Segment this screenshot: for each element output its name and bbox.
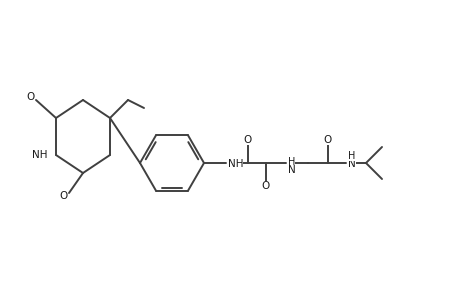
Text: O: O — [261, 181, 269, 191]
Text: O: O — [243, 135, 252, 145]
Text: NH: NH — [33, 150, 48, 160]
Text: O: O — [323, 135, 331, 145]
Text: NH: NH — [228, 159, 243, 169]
Text: H: H — [287, 157, 295, 167]
Text: N: N — [347, 159, 355, 169]
Text: O: O — [60, 191, 68, 201]
Text: H: H — [347, 151, 355, 161]
Text: N: N — [287, 165, 295, 175]
Text: O: O — [27, 92, 35, 102]
